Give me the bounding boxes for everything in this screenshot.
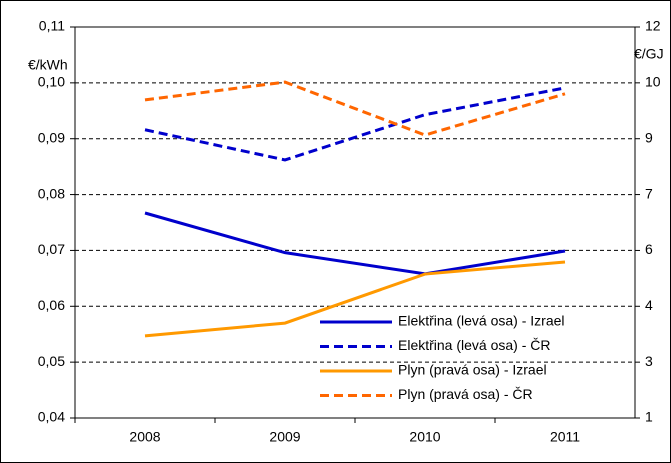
- y-tick-label: 0,11: [39, 18, 65, 34]
- legend-label: Elektřina (levá osa) - ČR: [398, 337, 551, 353]
- y2-tick-label: 7: [645, 185, 653, 201]
- legend-label: Elektřina (levá osa) - Izrael: [398, 313, 565, 329]
- y2-tick-label: 12: [645, 18, 661, 34]
- y2-axis-label: €/GJ: [634, 46, 664, 62]
- y2-tick-label: 9: [645, 129, 653, 145]
- legend-label: Plyn (pravá osa) - ČR: [398, 386, 533, 402]
- x-tick-label: 2008: [129, 429, 160, 445]
- y-tick-label: 0,08: [38, 185, 65, 201]
- y2-tick-label: 3: [645, 353, 653, 369]
- y2-tick-label: 4: [645, 297, 653, 313]
- y-tick-label: 0,05: [38, 353, 65, 369]
- series-line: [144, 86, 566, 162]
- y-tick-label: 0,09: [38, 129, 65, 145]
- y2-tick-label: 10: [645, 74, 661, 90]
- series-line: [144, 211, 566, 276]
- series-line: [144, 260, 566, 338]
- series-line: [144, 80, 566, 137]
- y-tick-label: 0,07: [38, 241, 65, 257]
- legend-label: Plyn (pravá osa) - Izrael: [398, 362, 547, 378]
- x-tick-label: 2009: [269, 429, 300, 445]
- y-tick-label: 0,06: [38, 297, 65, 313]
- x-tick-label: 2010: [409, 429, 440, 445]
- y-axis-label: €/kWh: [28, 57, 68, 73]
- y2-tick-label: 1: [645, 409, 653, 425]
- y-tick-label: 0,10: [38, 74, 65, 90]
- y2-tick-label: 6: [645, 241, 653, 257]
- x-tick-label: 2011: [550, 429, 580, 445]
- y-tick-label: 0,04: [38, 409, 65, 425]
